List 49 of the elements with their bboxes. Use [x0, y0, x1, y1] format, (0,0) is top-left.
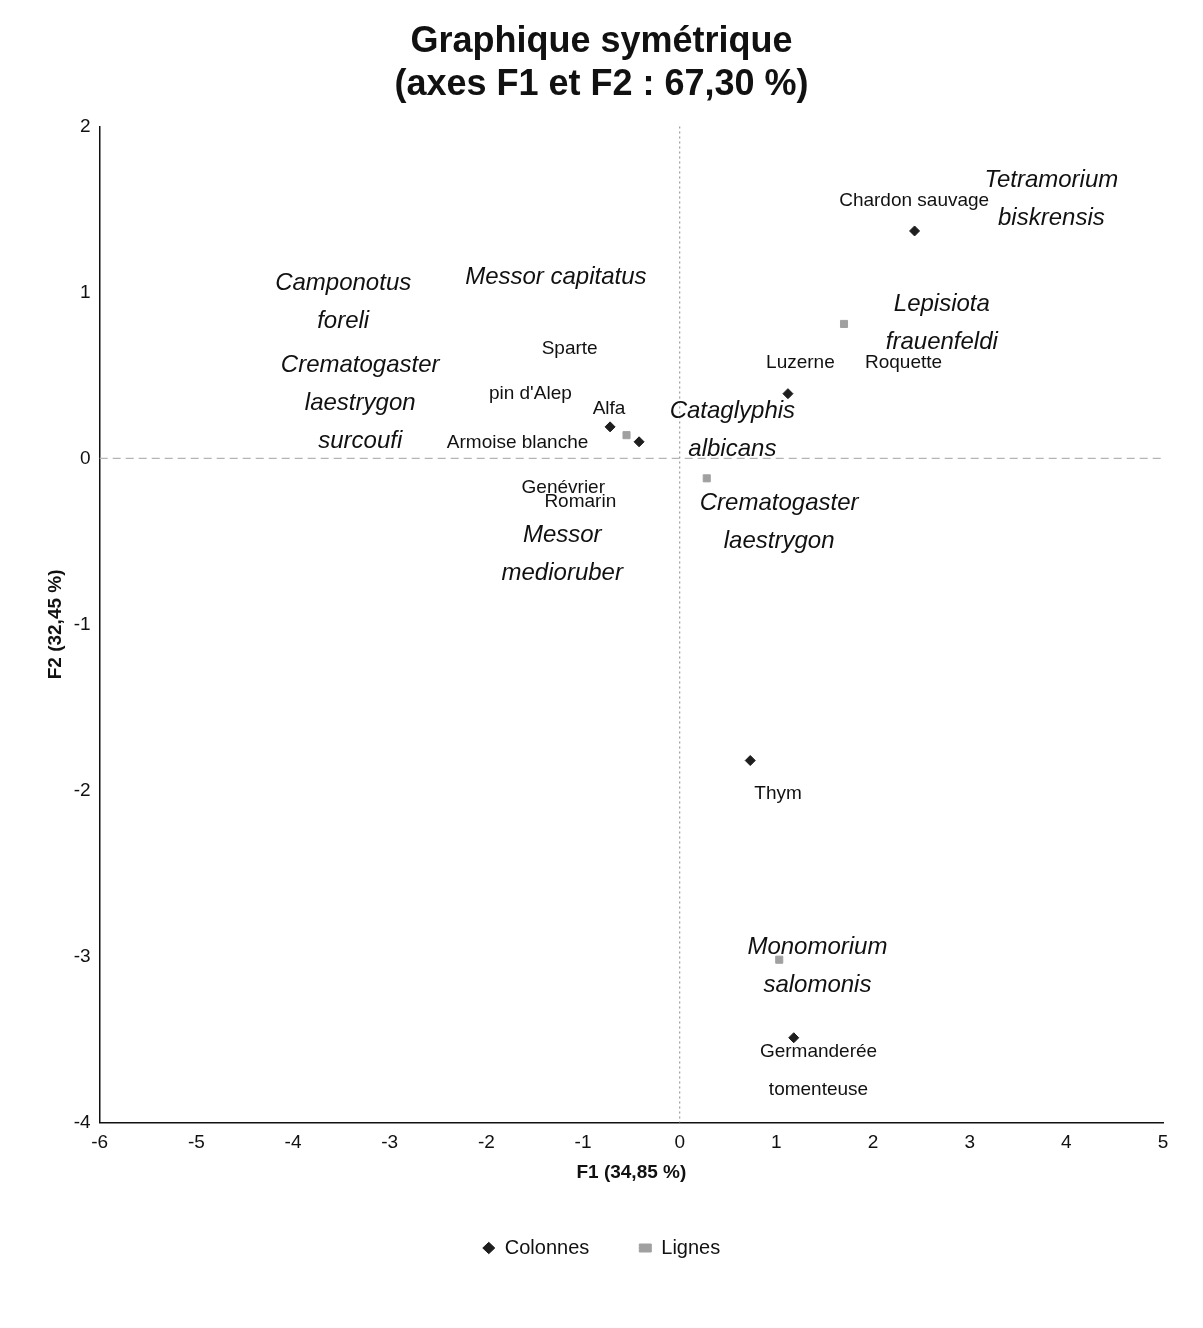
legend-label: Lignes: [661, 1235, 721, 1258]
y-tick-label: 2: [80, 114, 91, 136]
y-tick-label: -4: [73, 1110, 92, 1132]
annotation: Germanderée tomenteuse: [759, 1039, 878, 1099]
point: [604, 421, 616, 433]
annotation: Alfa: [592, 396, 626, 418]
point: [788, 1032, 800, 1044]
y-tick-label: 0: [80, 446, 91, 468]
point: [782, 388, 794, 400]
point: [839, 319, 849, 328]
x-tick-label: 1: [771, 1131, 782, 1153]
x-tick-label: 0: [674, 1131, 685, 1153]
x-axis-title: F1 (34,85 %): [576, 1160, 687, 1182]
annotation: pin d'Alep: [488, 381, 572, 403]
annotation: Sparte: [541, 336, 598, 358]
annotation: Crematogaster laestrygon surcoufi: [280, 349, 441, 453]
annotation: Monomorium salomonis: [747, 931, 888, 997]
y-tick-label: -1: [73, 612, 91, 634]
x-tick-label: -3: [381, 1131, 399, 1153]
point: [622, 431, 631, 440]
y-tick-label: -2: [73, 778, 91, 800]
point: [909, 225, 921, 237]
annotation: Camponotus foreli: [275, 268, 412, 334]
x-tick-label: -2: [477, 1131, 495, 1153]
annotation: Messor capitatus: [465, 262, 647, 290]
x-tick-label: -4: [284, 1131, 302, 1153]
x-tick-label: 3: [964, 1131, 975, 1153]
legend-label: Colonnes: [504, 1235, 590, 1258]
text: (axes F1 et F2 : 67,30 %): [394, 61, 809, 103]
x-tick-label: -1: [574, 1131, 592, 1153]
annotation: Crematogaster laestrygon: [699, 488, 860, 554]
x-tick-label: 2: [867, 1131, 879, 1153]
x-tick-label: -5: [187, 1131, 205, 1153]
annotation: Messor medioruber: [501, 520, 624, 586]
annotation: Luzerne: [766, 350, 835, 372]
point: [775, 955, 784, 964]
x-tick-label: -6: [91, 1131, 109, 1153]
annotation: Cataglyphis albicans: [669, 395, 796, 461]
y-tick-label: 1: [80, 280, 91, 302]
point: [702, 474, 711, 483]
x-tick-label: 4: [1061, 1131, 1073, 1153]
annotation: Armoise blanche: [446, 431, 589, 453]
text: Graphique symétrique: [410, 18, 793, 60]
y-axis-title: F2 (32,45 %): [43, 569, 65, 680]
point: [744, 755, 756, 767]
annotation: Thym: [754, 781, 802, 803]
x-tick-label: 5: [1157, 1131, 1169, 1153]
point: [633, 436, 645, 448]
y-tick-label: -3: [73, 944, 91, 966]
